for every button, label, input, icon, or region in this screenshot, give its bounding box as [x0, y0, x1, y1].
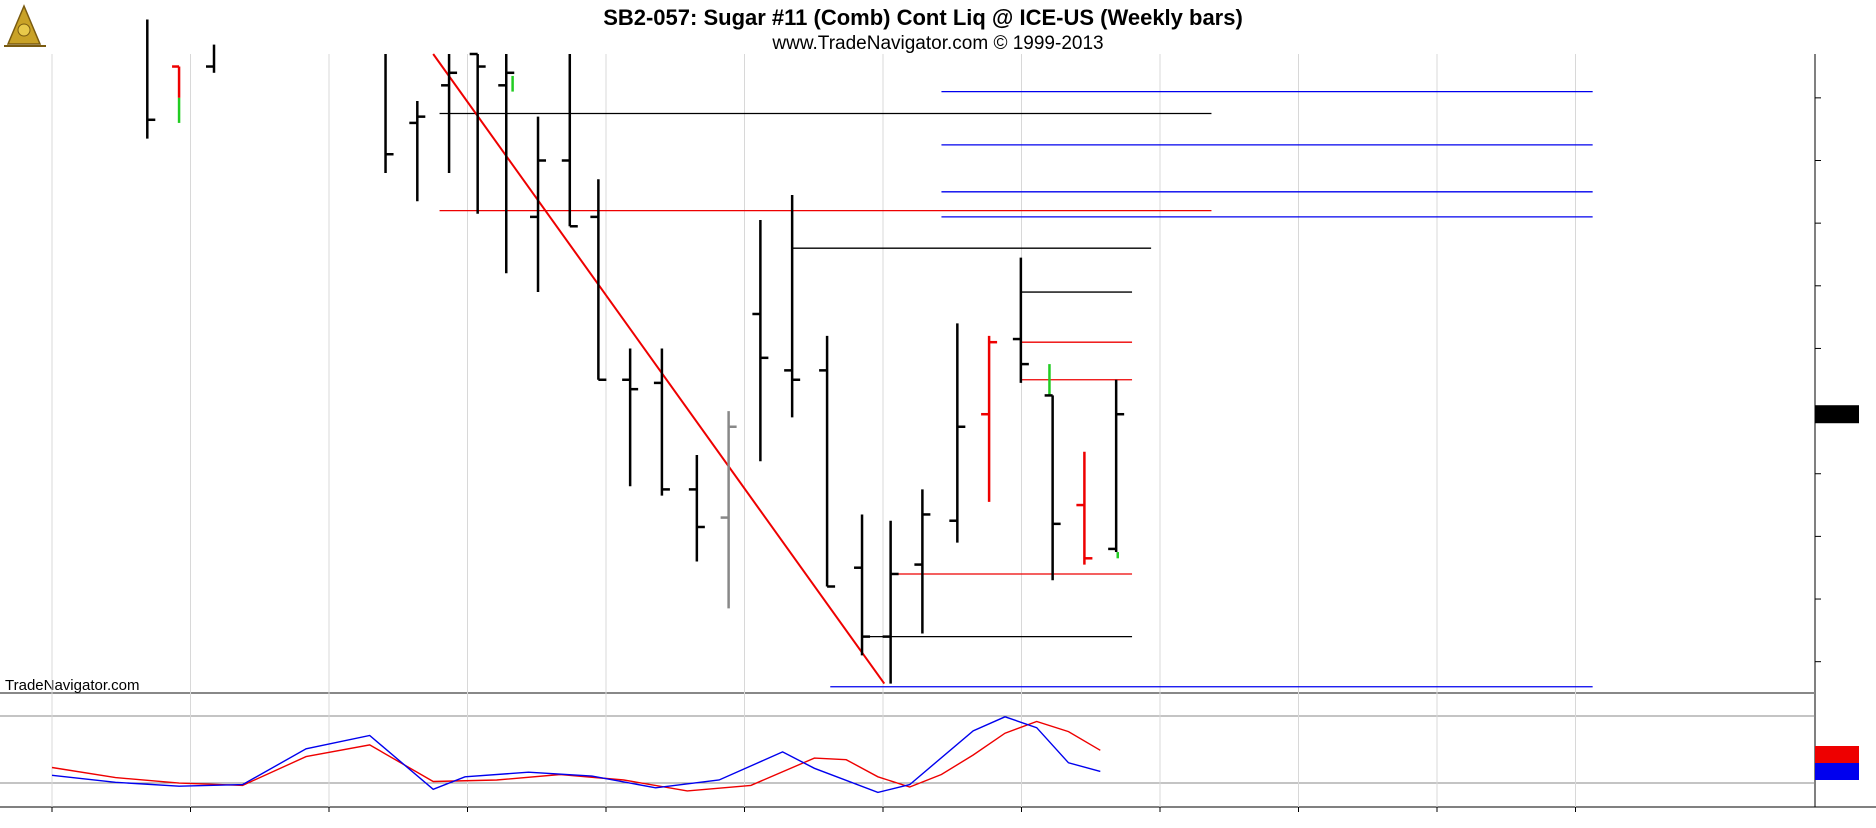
ohlc-bar	[561, 54, 578, 228]
ohlc-bar	[622, 348, 639, 487]
ohlc-bar	[784, 194, 801, 418]
stoch-k-line	[51, 716, 1101, 794]
ohlc-bar	[949, 323, 966, 543]
ohlc-bar	[146, 19, 156, 139]
ohlc-bar	[441, 54, 458, 174]
chart-subtitle: www.TradeNavigator.com © 1999-2013	[771, 33, 1103, 54]
ohlc-bar	[1012, 257, 1029, 383]
ohlc-bar	[384, 54, 394, 174]
chart-title: SB2-057: Sugar #11 (Comb) Cont Liq @ ICE…	[603, 5, 1243, 30]
stoch-k-tag	[1815, 763, 1859, 780]
ohlc-bar	[752, 220, 769, 462]
stoch-d-line	[51, 720, 1101, 792]
logo-circle	[17, 23, 31, 37]
ohlc-bar	[172, 65, 181, 123]
sextant-logo	[4, 4, 46, 47]
ohlc-bar	[206, 44, 216, 73]
ohlc-bar	[720, 411, 737, 609]
chart-frame	[0, 54, 1876, 808]
ohlc-bar	[854, 514, 871, 656]
ohlc-bar	[914, 489, 931, 634]
stoch-d-tag	[1815, 746, 1859, 763]
price-panel	[0, 54, 1815, 693]
ohlc-bar	[688, 454, 705, 562]
ohlc-bar	[590, 179, 607, 382]
ohlc-bar	[409, 100, 426, 202]
ohlc-bar	[981, 335, 998, 502]
ohlc-bar	[1044, 394, 1061, 581]
ohlc-bar	[653, 348, 670, 496]
ohlc-bar	[498, 54, 515, 274]
ohlc-bar	[530, 116, 547, 293]
ohlc-bar	[1076, 451, 1093, 565]
ohlc-bar	[1108, 379, 1125, 553]
last-price-tag	[1815, 405, 1859, 424]
trendline	[432, 53, 886, 685]
ohlc-bar	[882, 520, 899, 684]
watermark: TradeNavigator.com	[5, 677, 140, 694]
ohlc-bar	[469, 52, 486, 214]
ohlc-bar	[819, 335, 836, 588]
